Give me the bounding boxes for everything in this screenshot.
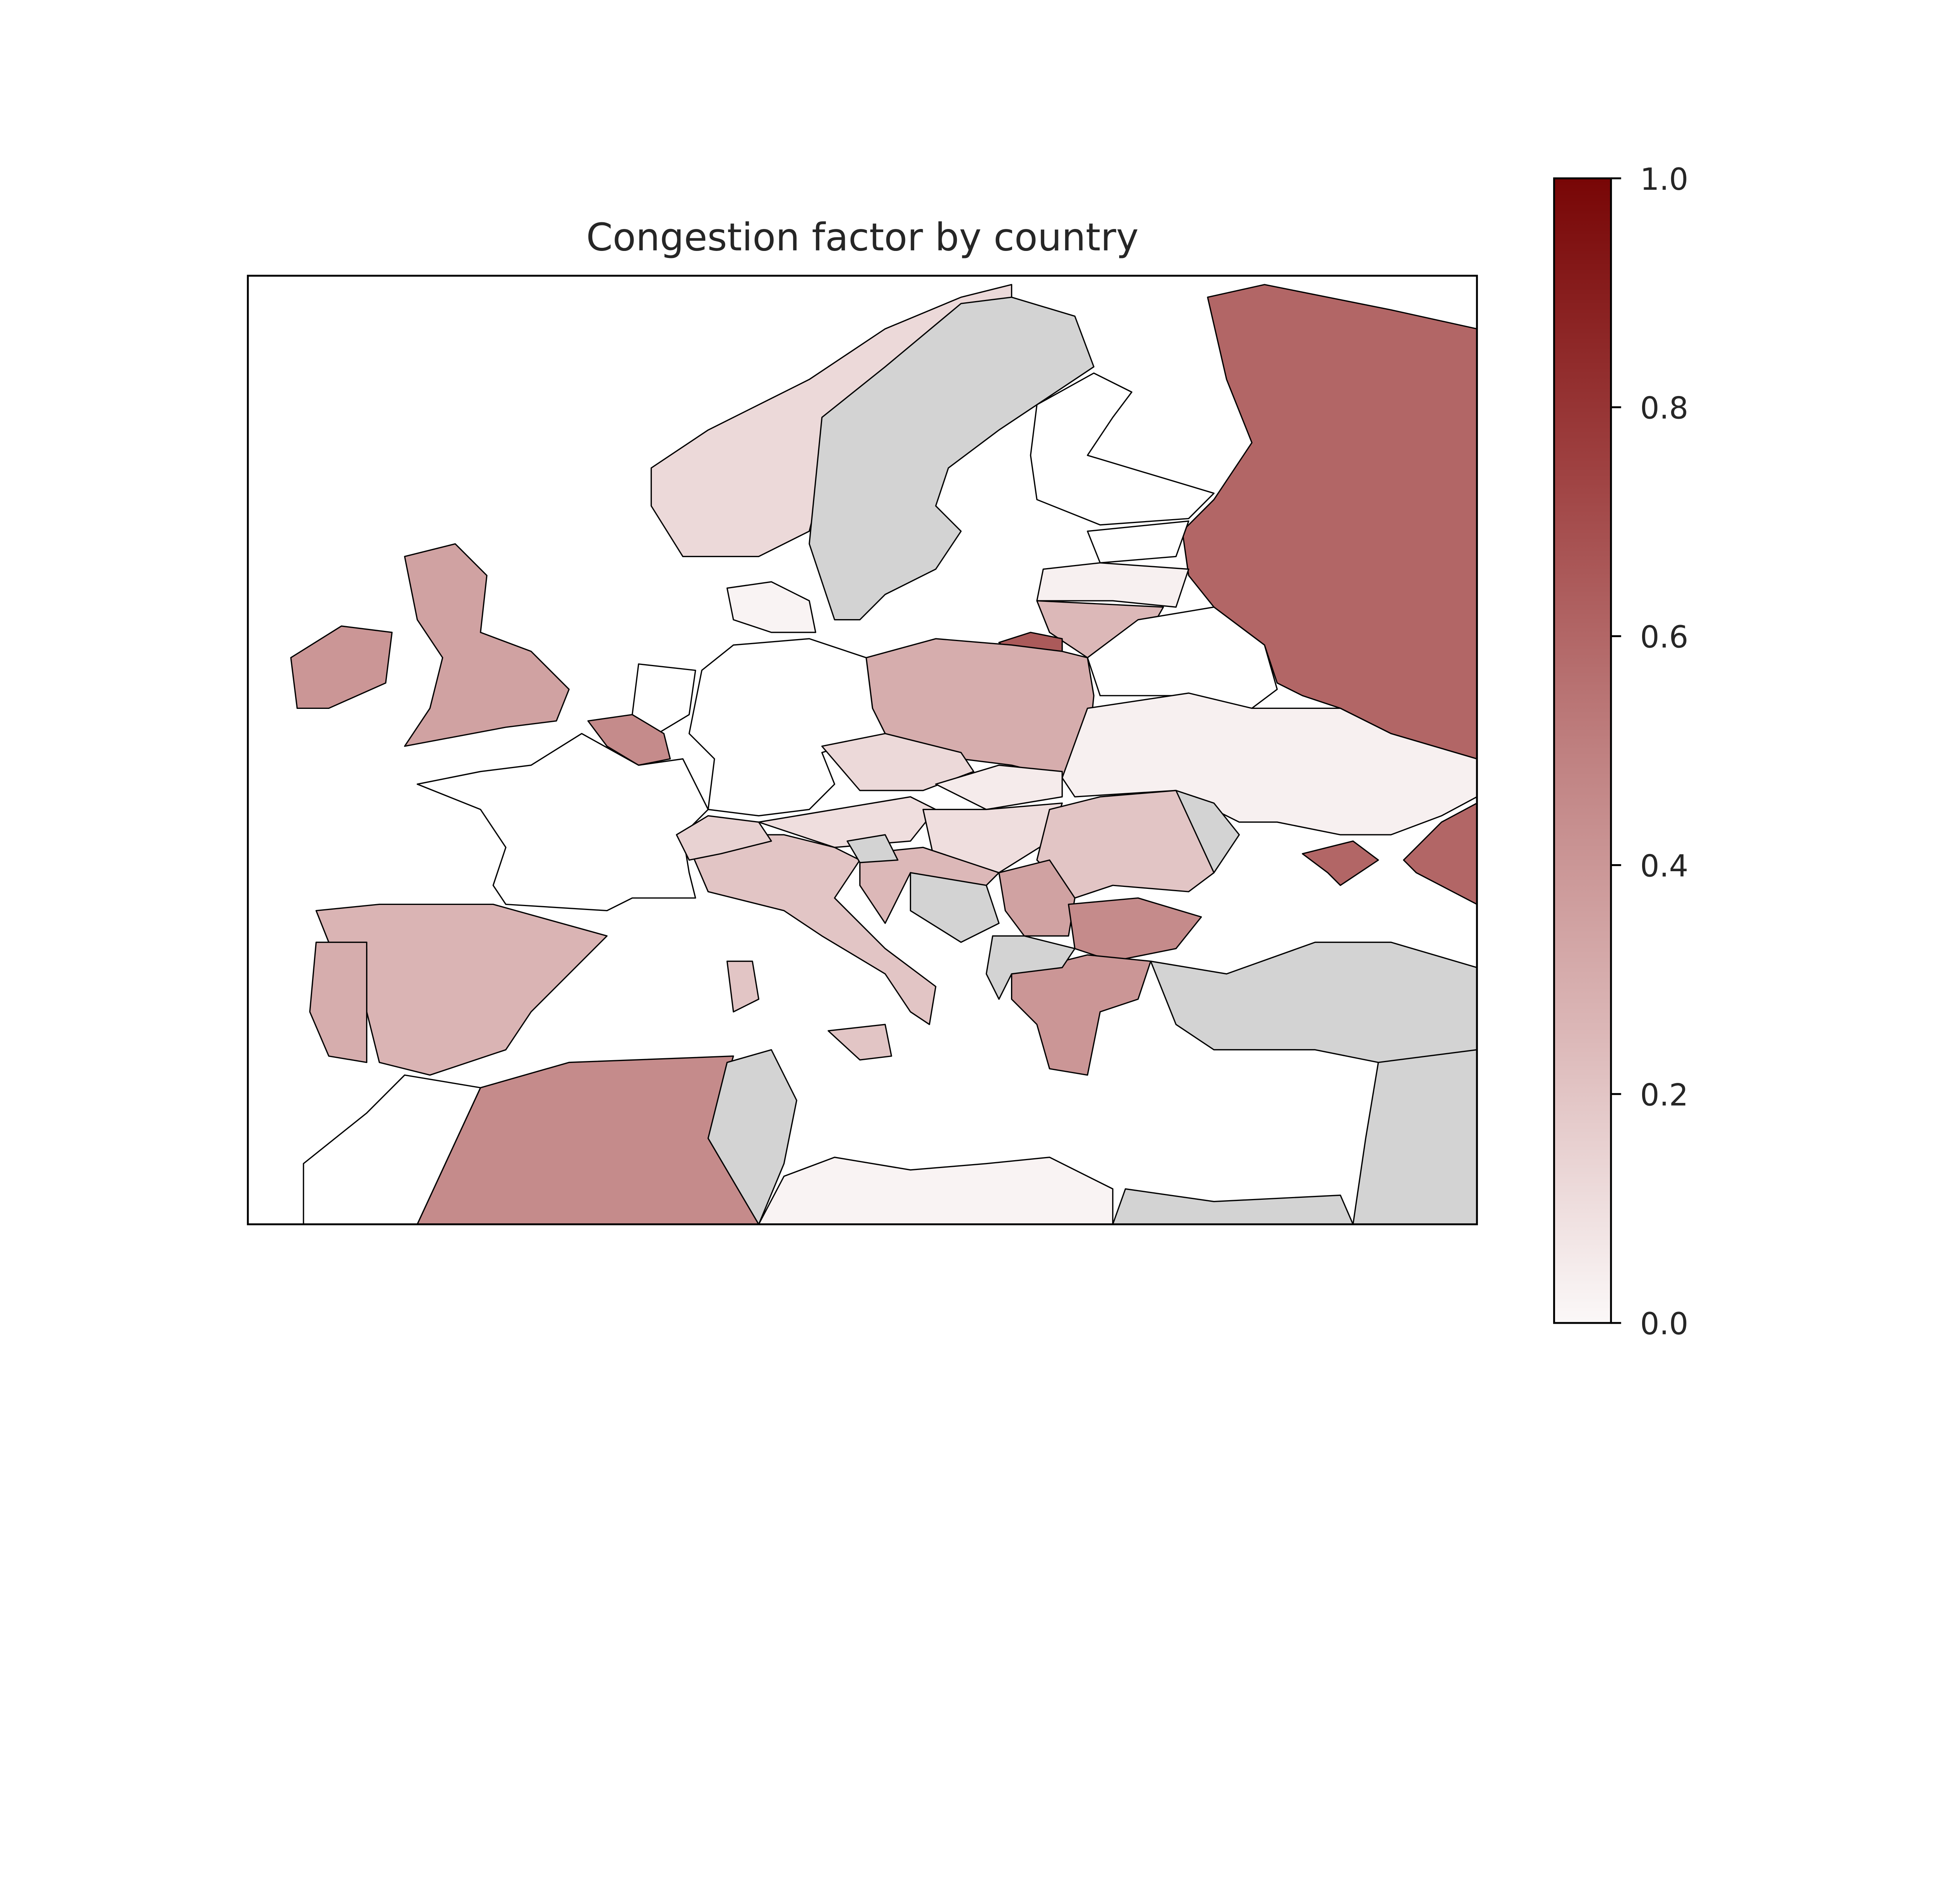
country-latvia — [1036, 562, 1189, 608]
country-russia — [1181, 284, 1477, 760]
country-estonia — [1087, 520, 1189, 564]
colorbar-tick-label: 0.6 — [1640, 620, 1688, 655]
colorbar-tick-label: 0.2 — [1640, 1077, 1688, 1113]
colorbar — [1553, 177, 1612, 1324]
country-switzerland — [676, 815, 772, 861]
country-ukraine — [1062, 692, 1477, 836]
country-west-balkans — [985, 935, 1076, 1000]
country-belgium — [587, 714, 671, 766]
country-italy — [688, 834, 936, 1025]
country-egypt — [1112, 1188, 1354, 1224]
country-slovenia — [846, 834, 898, 863]
country-libya — [758, 1156, 1114, 1224]
country-denmark — [726, 581, 817, 633]
country-russia-south — [1403, 802, 1477, 905]
colorbar-ticks: 0.0 0.2 0.4 0.6 0.8 1.0 — [1611, 162, 1688, 1342]
country-ireland — [290, 625, 393, 709]
country-tunisia — [707, 1049, 797, 1224]
country-serbia — [998, 859, 1076, 937]
map-frame — [247, 274, 1478, 1225]
country-slovakia — [935, 764, 1063, 810]
colorbar-tick-label: 0.8 — [1640, 391, 1688, 426]
country-sweden — [808, 296, 1094, 621]
country-sardinia — [726, 960, 760, 1013]
country-bosnia — [909, 872, 1000, 943]
country-portugal — [309, 941, 368, 1063]
country-netherlands — [632, 663, 696, 734]
country-france — [416, 733, 709, 912]
colorbar-tick-label: 0.4 — [1640, 848, 1688, 884]
colorbar-tick-label: 1.0 — [1640, 162, 1688, 197]
country-turkey — [1150, 941, 1477, 1063]
country-greece — [1011, 954, 1152, 1076]
country-czechia — [821, 733, 975, 791]
country-middle-east — [1352, 1049, 1477, 1224]
country-germany — [688, 638, 886, 817]
country-uk — [404, 543, 570, 747]
colorbar-tick-label: 0.0 — [1640, 1306, 1688, 1342]
country-moldova — [1175, 790, 1240, 874]
country-layer — [290, 284, 1477, 1224]
map-title: Congestion factor by country — [586, 215, 1138, 260]
country-finland — [1030, 372, 1215, 526]
figure: Congestion factor by country 0.00.20.40.… — [247, 162, 1688, 1342]
country-sicily — [828, 1024, 892, 1061]
country-algeria — [416, 1055, 760, 1224]
country-crimea — [1301, 840, 1379, 886]
